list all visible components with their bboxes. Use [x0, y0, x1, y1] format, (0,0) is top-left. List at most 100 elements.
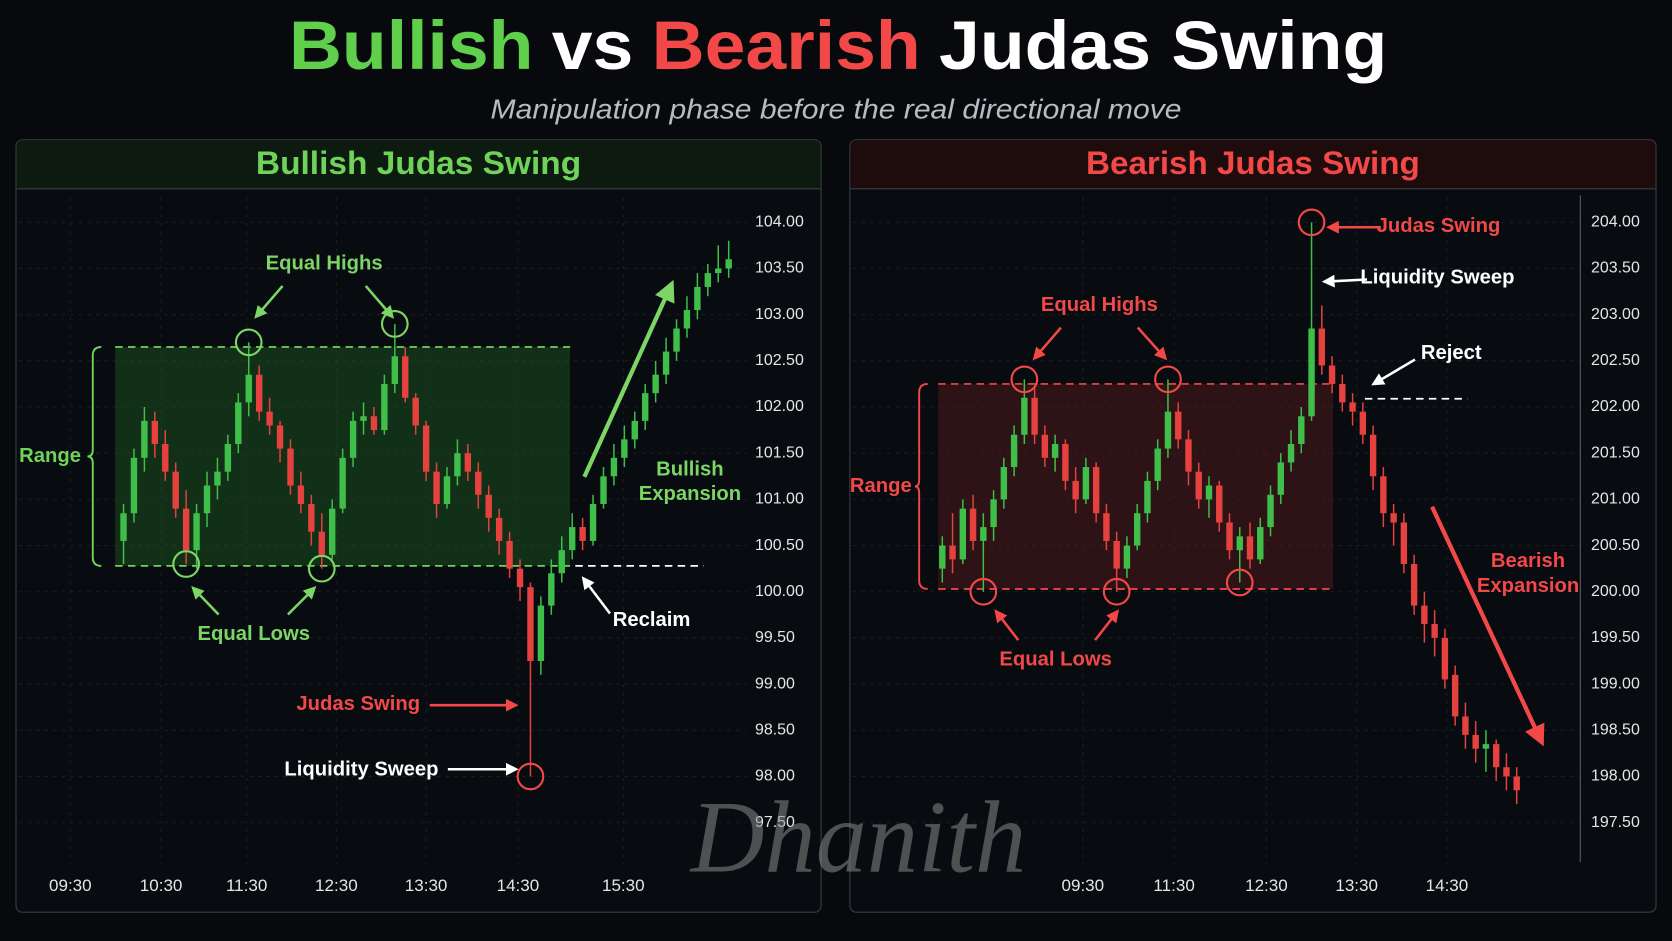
candle-body: [990, 499, 997, 528]
y-tick-label: 203.00: [1591, 306, 1640, 323]
annotation-arrow: [1094, 609, 1120, 641]
annotation-line: Liquidity Sweep: [1360, 267, 1514, 289]
candle-body: [370, 416, 378, 431]
x-tick-label: 09:30: [1061, 876, 1104, 895]
candle-body: [464, 453, 472, 472]
candle-body: [1380, 476, 1387, 514]
candle-body: [443, 476, 451, 504]
candle-body: [1216, 485, 1223, 523]
candle-body: [412, 397, 419, 426]
candle-body: [1492, 744, 1500, 768]
candle-body: [969, 508, 977, 541]
candle-body: [454, 453, 461, 477]
candle-body: [683, 310, 691, 329]
candle-body: [162, 443, 169, 472]
candle-body: [475, 471, 482, 495]
candle-body: [1390, 513, 1397, 523]
y-tick-label: 198.50: [1591, 721, 1640, 738]
candle-body: [662, 351, 670, 375]
candle-body: [193, 513, 200, 551]
annotation-line: Liquidity Sweep: [284, 759, 438, 781]
x-tick-label: 13:30: [405, 876, 448, 895]
candle-body: [402, 356, 409, 398]
title-word: Bearish: [652, 8, 921, 84]
candle-body: [1328, 365, 1336, 384]
candle-body: [1482, 744, 1490, 749]
annotation: Judas Swing: [1377, 216, 1501, 238]
annotation-arrow: [1032, 326, 1062, 361]
candle-body: [224, 443, 232, 472]
x-tick-label: 11:30: [226, 876, 267, 895]
candle-body: [235, 402, 242, 444]
annotation-line: Bullish: [656, 459, 723, 481]
candle-body: [1503, 767, 1510, 777]
candle-body: [349, 420, 357, 458]
y-tick-label: 101.00: [755, 491, 804, 508]
y-tick-label: 197.50: [1591, 814, 1640, 831]
y-tick-label: 198.00: [1591, 768, 1640, 785]
candle-body: [652, 374, 659, 394]
candle-body: [422, 425, 430, 472]
candle-body: [297, 485, 305, 504]
candle-body: [182, 508, 190, 551]
marker-circle: [516, 762, 545, 791]
candle-body: [1000, 467, 1008, 500]
y-tick-label: 103.00: [755, 306, 804, 323]
y-tick-label: 101.50: [755, 444, 804, 461]
candle-body: [642, 393, 649, 421]
candle-body: [1246, 536, 1254, 560]
candle-body: [255, 374, 263, 412]
candle-body: [949, 545, 956, 560]
candle-body: [610, 457, 618, 477]
y-tick-label: 97.50: [755, 814, 795, 831]
candle-body: [568, 527, 576, 551]
page-title: Bullish vs Bearish Judas Swing: [289, 8, 1387, 84]
candle-body: [694, 286, 701, 311]
annotation-line: Reclaim: [613, 609, 691, 631]
candle-body: [1164, 411, 1172, 449]
marker-circle: [234, 328, 263, 357]
annotation: Bullish Expansion: [639, 459, 741, 506]
annotation: Liquidity Sweep: [1360, 267, 1514, 289]
candle-body: [1277, 462, 1284, 495]
candle-body: [1010, 434, 1018, 468]
candle-body: [1472, 734, 1479, 749]
candle-body: [287, 448, 294, 486]
candle-body: [548, 573, 555, 606]
candle-body: [1462, 716, 1469, 735]
y-tick-label: 100.00: [755, 583, 804, 600]
range-label: Range: [19, 445, 81, 467]
y-tick-label: 201.00: [1591, 491, 1640, 508]
y-tick-label: 104.00: [755, 214, 804, 231]
range-brace: [87, 346, 102, 567]
candle-body: [1133, 513, 1141, 546]
annotation-line: Expansion: [1477, 575, 1579, 597]
annotation-arrow: [994, 609, 1020, 641]
candle-body: [1308, 328, 1315, 417]
title-word: Bullish: [289, 8, 533, 84]
candle-body: [495, 517, 503, 541]
y-tick-label: 203.50: [1591, 260, 1640, 277]
annotation: Equal Lows: [198, 623, 310, 645]
candle-body: [527, 587, 534, 662]
candle-body: [1513, 776, 1520, 791]
range-brace: [914, 382, 928, 590]
y-tick-label: 102.00: [755, 398, 804, 415]
annotation-line: Bearish: [1491, 551, 1565, 573]
candle-body: [704, 273, 712, 287]
annotation: Equal Highs: [266, 253, 383, 275]
x-tick-label: 15:30: [602, 876, 645, 895]
candle-body: [391, 356, 399, 384]
annotation-arrow: [287, 586, 317, 616]
marker-circle: [172, 550, 200, 578]
x-tick-label: 13:30: [1335, 876, 1378, 895]
marker-circle: [1154, 365, 1182, 394]
range-box: [938, 383, 1334, 589]
candle-body: [1082, 467, 1090, 500]
candle-body: [1205, 485, 1213, 500]
candle-body: [1267, 494, 1274, 528]
x-tick-label: 14:30: [497, 876, 540, 895]
candle-body: [715, 268, 722, 274]
y-tick-label: 202.00: [1591, 398, 1640, 415]
